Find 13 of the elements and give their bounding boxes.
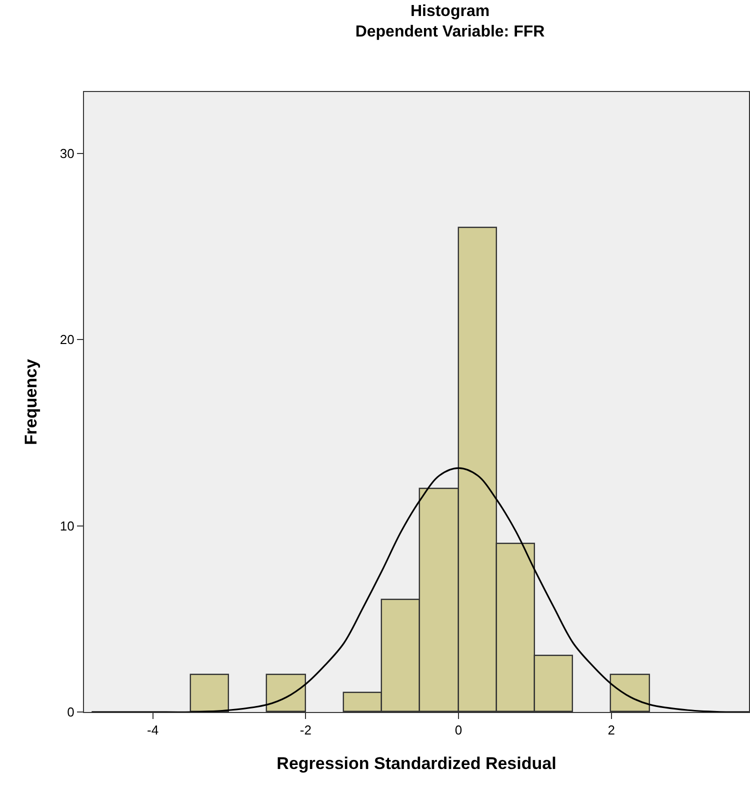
y-tick-label: 30: [60, 146, 74, 161]
x-tick-label: 2: [608, 722, 616, 738]
chart-subtitle: Dependent Variable: FFR: [355, 24, 546, 41]
x-tick-label: -4: [147, 722, 159, 738]
line-series: [90, 467, 749, 712]
x-tick-label: 0: [454, 722, 462, 738]
y-axis-title: Frequency: [21, 358, 40, 445]
y-tick-label: 20: [60, 332, 74, 348]
chart-title: Histogram: [410, 2, 490, 20]
y-tick-label: 10: [60, 518, 74, 534]
y-tick-label: 0: [67, 704, 74, 720]
x-axis-title: Regression Standardized Residual: [276, 754, 556, 773]
x-tick-label: -2: [300, 722, 312, 738]
